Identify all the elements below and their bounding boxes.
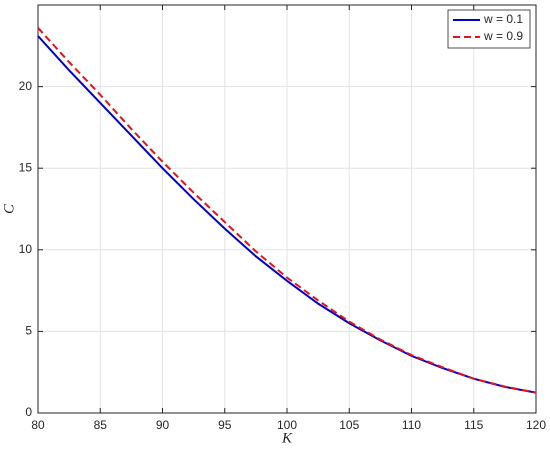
x-tick-label: 95 [218,418,232,432]
plot-frame [37,4,537,414]
x-tick-label: 100 [277,418,297,432]
x-tick-label: 110 [402,418,421,432]
legend-label: w = 0.1 [483,12,523,26]
data-line [37,27,537,394]
y-tick-label: 20 [19,79,33,93]
x-axis-label: K [281,430,293,446]
x-tick-label: 85 [94,418,108,432]
x-tick-label: 90 [156,418,170,432]
legend-label: w = 0.9 [483,29,523,43]
y-tick-label: 0 [25,405,32,419]
x-tick-label: 80 [31,418,45,432]
y-tick-label: 15 [19,160,33,174]
legend: w = 0.1 w = 0.9 [447,9,531,49]
y-axis-label: C [1,203,17,214]
legend-box [447,9,531,49]
y-tick-label: 5 [25,324,32,338]
y-tick-label: 10 [19,242,33,256]
x-tick-label: 120 [526,418,546,432]
x-tick-label: 115 [464,418,483,432]
x-tick-label: 105 [339,418,359,432]
